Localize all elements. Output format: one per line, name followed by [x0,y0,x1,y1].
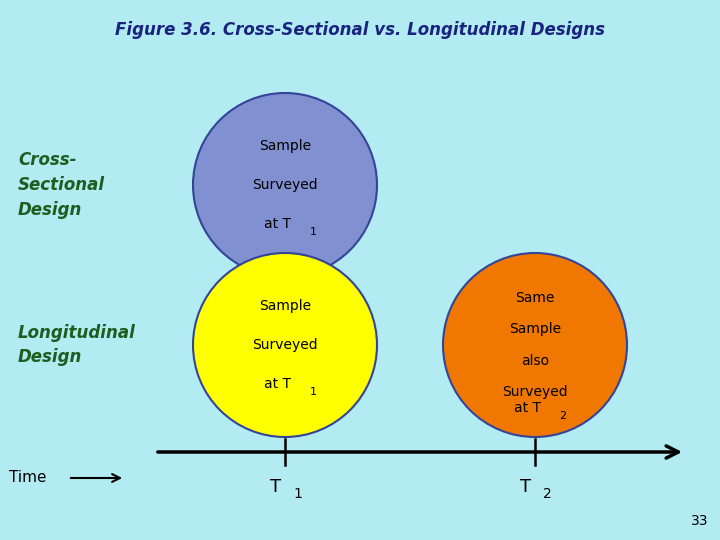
Circle shape [193,253,377,437]
Text: Same: Same [516,291,554,305]
Text: Surveyed: Surveyed [252,338,318,352]
Text: Surveyed: Surveyed [252,178,318,192]
Text: Longitudinal
Design: Longitudinal Design [18,323,136,367]
Text: 1: 1 [310,387,317,397]
Text: at T: at T [513,401,541,415]
Text: Sample: Sample [259,299,311,313]
Text: Cross-
Sectional
Design: Cross- Sectional Design [18,151,105,219]
Text: Sample: Sample [259,139,311,153]
Circle shape [443,253,627,437]
Text: T: T [270,478,281,496]
Text: 2: 2 [559,410,567,421]
Text: at T: at T [264,217,290,231]
Text: 33: 33 [690,514,708,528]
Text: 1: 1 [310,227,317,237]
Text: Figure 3.6. Cross-Sectional vs. Longitudinal Designs: Figure 3.6. Cross-Sectional vs. Longitud… [115,21,605,39]
Text: T: T [520,478,531,496]
Circle shape [193,93,377,277]
Text: Time: Time [9,470,47,485]
Text: Sample: Sample [509,322,561,336]
Text: Surveyed: Surveyed [502,385,568,399]
Text: 1: 1 [293,487,302,501]
Text: 2: 2 [543,487,552,501]
Text: at T: at T [264,376,290,390]
Text: also: also [521,354,549,368]
